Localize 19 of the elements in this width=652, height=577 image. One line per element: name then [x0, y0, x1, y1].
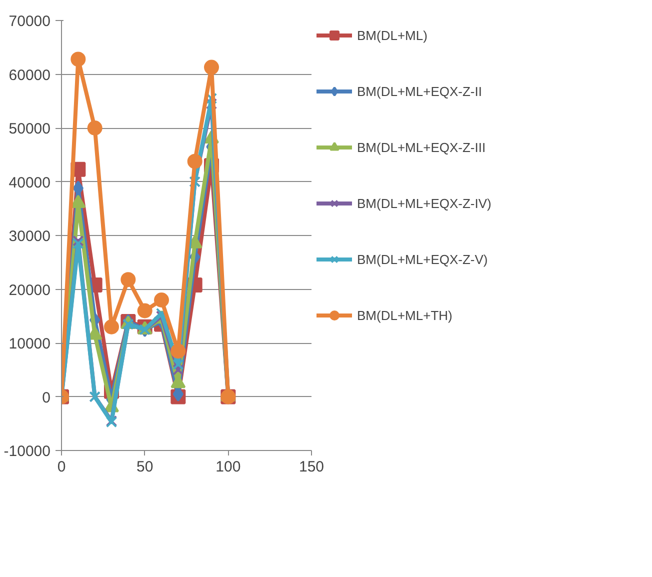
- x-tick-label: 100: [216, 458, 241, 476]
- y-tick-label: 70000: [8, 13, 51, 30]
- y-tick-label: 20000: [8, 282, 51, 299]
- y-tick-label: 60000: [8, 66, 51, 84]
- x-tick-label: 150: [298, 458, 324, 476]
- legend-label: BM(DL+ML+EQX-Z-IV): [357, 196, 492, 210]
- y-tick-label: 0: [42, 389, 50, 406]
- legend-label: BM(DL+ML): [357, 28, 428, 42]
- x-tick-label: 50: [136, 458, 154, 476]
- y-tick-label: -10000: [4, 443, 51, 460]
- legend-label: BM(DL+ML+EQX-Z-III: [357, 140, 486, 154]
- legend-label: BM(DL+ML+EQX-Z-V): [357, 252, 488, 266]
- y-tick-label: 50000: [8, 120, 51, 138]
- legend-label: BM(DL+ML+TH): [357, 308, 452, 322]
- y-tick-label: 30000: [8, 228, 51, 245]
- y-tick-label: 40000: [8, 174, 51, 192]
- y-tick-label: 10000: [8, 336, 51, 352]
- legend-label: BM(DL+ML+EQX-Z-II: [357, 84, 482, 98]
- x-tick-label: 0: [57, 458, 66, 476]
